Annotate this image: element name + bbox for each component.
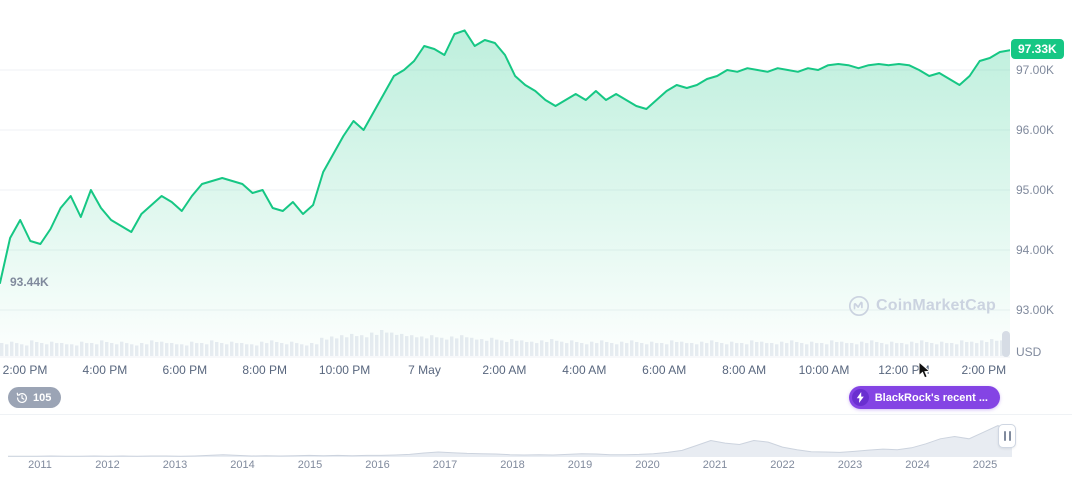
year-label: 2018: [500, 459, 525, 471]
year-label: 2012: [95, 459, 120, 471]
time-axis-label: 8:00 PM: [242, 363, 288, 377]
time-axis-label: 8:00 AM: [722, 363, 767, 377]
history-clock-icon: [16, 392, 28, 404]
mouse-cursor-icon: [918, 360, 932, 386]
time-axis-label: 10:00 PM: [318, 363, 371, 377]
time-axis-label: 6:00 PM: [162, 363, 208, 377]
time-axis-label: 4:00 PM: [82, 363, 128, 377]
lightning-icon: [851, 389, 869, 406]
watermark-text: CoinMarketCap: [876, 297, 996, 314]
timeline-navigator[interactable]: 2011 2012 2013 2014 2015 2016 2017 2018 2019 2020…: [0, 414, 1072, 477]
year-label: 2023: [837, 459, 863, 471]
time-axis-label: 2:00 PM: [961, 363, 1007, 377]
low-price-label: 93.44K: [10, 275, 49, 289]
viewers-count-badge[interactable]: 105: [8, 387, 62, 408]
time-axis: 2:00 PM 4:00 PM 6:00 PM 8:00 PM 10:00 PM 7 Ma…: [0, 358, 1072, 382]
time-axis-label: 12:00 PM: [878, 363, 930, 377]
year-label: 2011: [28, 459, 52, 471]
time-axis-label: 2:00 PM: [2, 363, 48, 377]
year-label: 2020: [635, 459, 660, 471]
year-label: 2019: [567, 459, 593, 471]
year-label: 2017: [432, 459, 458, 471]
news-badge-label: BlackRock's recent ...: [874, 391, 988, 404]
year-label: 2022: [770, 459, 795, 471]
y-axis-tick: 93.00K: [1016, 303, 1055, 317]
coinmarketcap-watermark: CoinMarketCap: [848, 295, 996, 317]
year-label: 2025: [972, 459, 998, 471]
time-axis-label: 7 May: [408, 363, 441, 377]
time-axis-label: 2:00 AM: [482, 363, 527, 377]
main-chart[interactable]: 97.00K 96.00K 95.00K 94.00K 93.00K 97.33K 93…: [0, 0, 1072, 359]
current-price-badge: 97.33K: [1011, 39, 1064, 59]
badges-row: 105 BlackRock's recent ...: [0, 382, 1072, 414]
coinmarketcap-logo-icon: [848, 295, 870, 317]
year-label: 2014: [230, 459, 255, 471]
time-axis-label: 4:00 AM: [562, 363, 607, 377]
year-label: 2021: [702, 459, 728, 471]
year-label: 2016: [365, 459, 390, 471]
unit-label: USD: [1016, 345, 1042, 359]
y-axis-tick: 97.00K: [1016, 63, 1055, 77]
navigator-chart-svg[interactable]: [0, 419, 1072, 459]
y-axis-tick: 96.00K: [1016, 123, 1055, 137]
scrollbar-thumb[interactable]: [1002, 331, 1010, 357]
viewers-count-label: 105: [33, 391, 52, 404]
time-axis-label: 6:00 AM: [642, 363, 687, 377]
year-label: 2015: [297, 459, 323, 471]
price-chart-svg[interactable]: [0, 0, 1010, 358]
year-label: 2013: [162, 459, 188, 471]
y-axis-tick: 94.00K: [1016, 243, 1055, 257]
time-axis-label: 10:00 AM: [798, 363, 850, 377]
navigator-handle[interactable]: [998, 424, 1016, 448]
year-label: 2024: [905, 459, 930, 471]
news-badge[interactable]: BlackRock's recent ...: [848, 386, 1000, 409]
y-axis-tick: 95.00K: [1016, 183, 1055, 197]
